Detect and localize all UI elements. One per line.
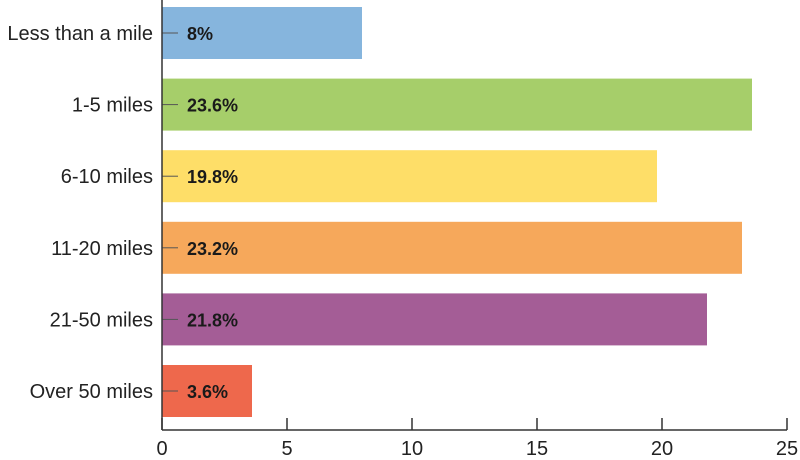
x-axis: 0 5 10 15 20 25 — [156, 418, 798, 460]
category-label: Less than a mile — [7, 23, 153, 45]
x-tick-label: 10 — [401, 438, 423, 460]
bar — [162, 293, 707, 346]
x-tick-label: 25 — [776, 438, 798, 460]
bar — [162, 7, 362, 59]
bar — [162, 78, 752, 131]
category-label: 11-20 miles — [51, 238, 153, 260]
data-label: 23.6% — [187, 96, 238, 116]
data-label: 23.2% — [187, 239, 238, 259]
x-tick-label: 15 — [526, 438, 548, 460]
category-label: 1-5 miles — [72, 95, 153, 117]
category-label: Over 50 miles — [30, 381, 153, 403]
x-tick-label: 5 — [281, 438, 292, 460]
bars-group: 8% 23.6% 19.8% 23.2% 21.8% 3.6% — [162, 7, 752, 417]
category-label: 6-10 miles — [61, 166, 153, 188]
category-labels-group: Less than a mile 1-5 miles 6-10 miles 11-20… — [7, 23, 153, 403]
data-label: 8% — [187, 24, 213, 44]
y-axis — [161, 0, 178, 430]
x-tick-label: 0 — [156, 438, 167, 460]
data-label: 3.6% — [187, 382, 228, 402]
bar — [162, 150, 657, 203]
data-label: 19.8% — [187, 167, 238, 187]
x-tick-label: 20 — [651, 438, 673, 460]
category-label: 21-50 miles — [50, 309, 153, 331]
data-label: 21.8% — [187, 310, 238, 330]
bar — [162, 221, 742, 274]
